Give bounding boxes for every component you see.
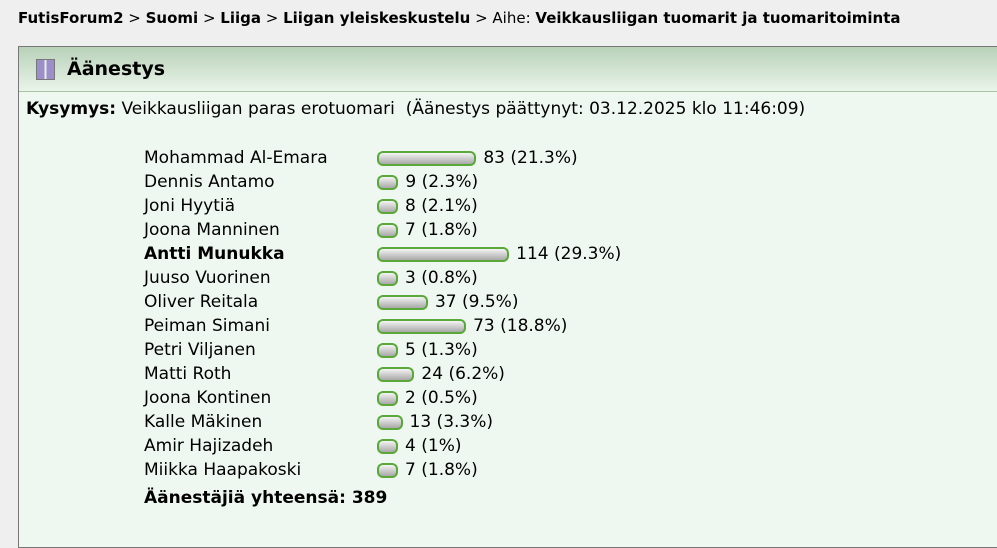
breadcrumb-link[interactable]: Liigan yleiskeskustelu xyxy=(283,9,471,27)
vote-percent: 0.5% xyxy=(427,388,472,408)
poll-option: Petri Viljanen 5 (1.3%) xyxy=(144,340,478,360)
question-label: Kysymys: xyxy=(26,99,117,119)
poll-option: Amir Hajizadeh 4 (1%) xyxy=(144,436,462,456)
vote-count: 114 xyxy=(516,244,549,264)
poll-option: Peiman Simani 73 (18.8%) xyxy=(144,316,568,336)
option-name: Juuso Vuorinen xyxy=(144,268,271,288)
vote-percent: 1.8% xyxy=(427,460,472,480)
vote-bar xyxy=(377,390,398,406)
poll-option: Joni Hyytiä 8 (2.1%) xyxy=(144,196,478,216)
poll-option: Oliver Reitala 37 (9.5%) xyxy=(144,292,519,312)
vote-count: 4 xyxy=(405,436,416,456)
option-name: Kalle Mäkinen xyxy=(144,412,263,432)
option-name: Joni Hyytiä xyxy=(144,196,236,216)
poll-option: Joona Manninen 7 (1.8%) xyxy=(144,220,478,240)
vote-bar xyxy=(377,270,398,286)
vote-percent: 1.3% xyxy=(427,340,472,360)
option-name: Dennis Antamo xyxy=(144,172,275,192)
vote-percent: 2.3% xyxy=(428,172,472,192)
poll-option: Mohammad Al-Emara 83 (21.3%) xyxy=(144,148,578,168)
vote-bar xyxy=(377,246,510,262)
vote-count: 37 xyxy=(434,292,457,312)
vote-count: 7 xyxy=(405,460,416,480)
vote-percent: 1.8% xyxy=(427,220,472,240)
breadcrumb-link[interactable]: Suomi xyxy=(145,9,199,27)
breadcrumb-link[interactable]: Liiga xyxy=(220,9,261,27)
vote-bar xyxy=(377,198,398,214)
option-name: Antti Munukka xyxy=(144,244,285,264)
vote-count: 8 xyxy=(405,196,416,216)
question-text: Veikkausliigan paras erotuomari xyxy=(121,99,395,119)
vote-count: 3 xyxy=(405,268,416,288)
vote-count: 24 xyxy=(421,364,444,384)
option-name: Joona Kontinen xyxy=(144,388,272,408)
option-name: Matti Roth xyxy=(144,364,232,384)
vote-bar xyxy=(377,414,403,430)
vote-percent: 2.1% xyxy=(427,196,472,216)
poll-option: Kalle Mäkinen 13 (3.3%) xyxy=(144,412,494,432)
vote-percent: 6.2% xyxy=(455,364,499,384)
breadcrumb-link[interactable]: FutisForum2 xyxy=(18,9,124,27)
vote-percent: 1% xyxy=(427,436,455,456)
poll-option: Juuso Vuorinen 3 (0.8%) xyxy=(144,268,478,288)
vote-count: 9 xyxy=(405,172,417,192)
topic-title: Veikkausliigan tuomarit ja tuomaritoimin… xyxy=(535,9,901,27)
vote-percent: 21.3% xyxy=(517,148,572,168)
poll-option: Antti Munukka 114 (29.3%) xyxy=(144,244,622,264)
vote-count: 7 xyxy=(405,220,416,240)
option-name: Mohammad Al-Emara xyxy=(144,148,328,168)
vote-count: 5 xyxy=(405,340,416,360)
poll-option: Matti Roth 24 (6.2%) xyxy=(144,364,505,384)
option-name: Miikka Haapakoski xyxy=(144,460,302,480)
vote-percent: 9.5% xyxy=(468,292,512,312)
total-value: 389 xyxy=(351,488,388,508)
option-name: Petri Viljanen xyxy=(144,340,256,360)
total-label: Äänestäjiä yhteensä: xyxy=(144,488,346,508)
option-name: Oliver Reitala xyxy=(144,292,259,312)
vote-percent: 0.8% xyxy=(427,268,472,288)
vote-bar xyxy=(377,342,398,358)
option-name: Joona Manninen xyxy=(144,220,280,240)
poll-status: (Äänestys päättynyt: 03.12.2025 klo 11:4… xyxy=(405,99,806,119)
vote-bar xyxy=(377,150,477,166)
option-name: Amir Hajizadeh xyxy=(144,436,274,456)
poll-title: Äänestys xyxy=(67,58,166,80)
poll-option: Joona Kontinen 2 (0.5%) xyxy=(144,388,478,408)
total-voters: Äänestäjiä yhteensä: 389 xyxy=(144,488,621,508)
vote-bar xyxy=(377,462,398,478)
breadcrumb: FutisForum2 > Suomi > Liiga > Liigan yle… xyxy=(18,9,901,27)
vote-bar xyxy=(377,222,398,238)
vote-bar xyxy=(377,318,467,334)
vote-bar xyxy=(377,294,428,310)
vote-percent: 3.3% xyxy=(443,412,487,432)
vote-count: 73 xyxy=(473,316,495,336)
poll-chart-icon xyxy=(36,58,55,80)
poll-question: Kysymys: Veikkausliigan paras erotuomari… xyxy=(26,99,805,119)
vote-count: 2 xyxy=(405,388,416,408)
poll-results: Mohammad Al-Emara 83 (21.3%) Dennis Antamo… xyxy=(144,146,621,508)
vote-count: 13 xyxy=(409,412,432,432)
vote-percent: 29.3% xyxy=(560,244,615,264)
poll-option: Dennis Antamo 9 (2.3%) xyxy=(144,172,479,192)
topic-label: Aihe: xyxy=(492,9,531,27)
vote-bar xyxy=(377,438,398,454)
vote-bar xyxy=(377,366,415,382)
vote-percent: 18.8% xyxy=(506,316,561,336)
poll-header: Äänestys xyxy=(19,47,997,92)
poll-panel: Äänestys Kysymys: Veikkausliigan paras e… xyxy=(18,46,997,548)
vote-bar xyxy=(377,174,399,190)
vote-count: 83 xyxy=(483,148,505,168)
poll-option: Miikka Haapakoski 7 (1.8%) xyxy=(144,460,478,480)
option-name: Peiman Simani xyxy=(144,316,270,336)
